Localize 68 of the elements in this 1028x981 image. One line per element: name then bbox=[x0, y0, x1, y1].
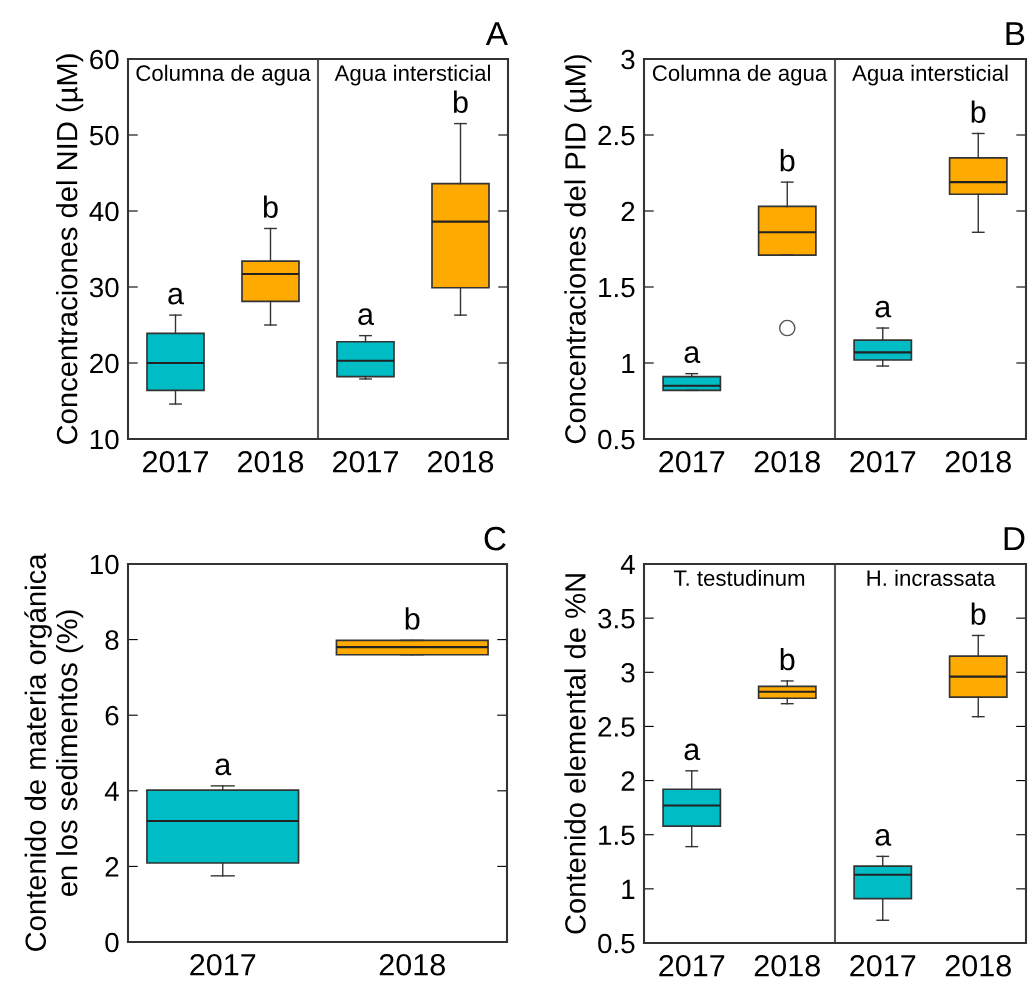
annotation: a bbox=[168, 287, 184, 305]
x-tick-label: 2017 bbox=[190, 953, 256, 976]
chart-title: D bbox=[1004, 527, 1025, 551]
y-tick-label: 4 bbox=[104, 781, 119, 801]
annotation: b bbox=[971, 602, 986, 625]
x-tick-label: 2018 bbox=[238, 450, 304, 473]
chart-title: C bbox=[484, 526, 506, 551]
annotation: T. testudinum bbox=[673, 569, 805, 587]
y-axis-title: Contenido elemental de %N bbox=[564, 574, 586, 934]
annotation: b bbox=[263, 195, 278, 218]
annotation: a bbox=[215, 758, 232, 776]
y-tick-label: 0.5 bbox=[598, 933, 635, 954]
x-tick-label: 2018 bbox=[754, 954, 820, 977]
y-axis-title: Contenido de materia orgánica en los sedimentos (%) bbox=[24, 553, 84, 951]
annotation: a bbox=[875, 829, 892, 846]
x-tick-label: 2017 bbox=[333, 450, 398, 473]
y-tick-label: 1 bbox=[622, 353, 635, 374]
y-tick-label: 3.5 bbox=[598, 608, 635, 629]
annotation: b bbox=[405, 607, 420, 630]
annotation: b bbox=[780, 647, 795, 671]
y-tick-label: 2 bbox=[621, 771, 635, 791]
x-tick-label: 2017 bbox=[143, 450, 208, 473]
y-tick-label: 0 bbox=[105, 932, 119, 953]
y-tick-label: 1 bbox=[622, 879, 635, 899]
y-tick-label: 4 bbox=[620, 554, 635, 575]
y-tick-label: 2.5 bbox=[598, 717, 635, 737]
annotation: a bbox=[684, 346, 701, 364]
annotation: Agua intersticial bbox=[334, 64, 490, 86]
x-tick-label: 2018 bbox=[945, 954, 1011, 977]
x-tick-label: 2018 bbox=[945, 450, 1011, 473]
y-tick-label: 2 bbox=[621, 201, 635, 222]
y-tick-label: 20 bbox=[90, 353, 119, 374]
y-tick-label: 40 bbox=[89, 201, 119, 222]
chart-title: B bbox=[1006, 22, 1025, 46]
y-axis-title: Concentraciones del NID (µM) bbox=[56, 54, 84, 444]
y-tick-label: 60 bbox=[90, 49, 119, 70]
annotation: Agua intersticial bbox=[852, 64, 1008, 86]
x-tick-label: 2018 bbox=[754, 450, 820, 473]
annotation: a bbox=[684, 743, 701, 761]
y-tick-label: 1.5 bbox=[599, 825, 635, 846]
annotation: b bbox=[453, 90, 468, 113]
annotation: Columna de agua bbox=[652, 64, 828, 86]
x-tick-label: 2017 bbox=[850, 954, 916, 977]
y-tick-label: 3 bbox=[621, 49, 635, 70]
y-tick-label: 10 bbox=[90, 554, 119, 575]
annotation: b bbox=[971, 100, 986, 123]
annotation: a bbox=[875, 300, 892, 318]
y-tick-label: 8 bbox=[105, 630, 119, 650]
chart-title: A bbox=[485, 22, 508, 46]
y-tick-label: 50 bbox=[89, 125, 119, 146]
x-tick-label: 2017 bbox=[850, 450, 916, 473]
y-tick-label: 3 bbox=[621, 662, 635, 683]
y-axis-title: Concentraciones del PID (µM) bbox=[564, 55, 592, 444]
y-tick-label: 30 bbox=[89, 277, 119, 298]
y-tick-label: 2 bbox=[105, 857, 119, 877]
annotation: b bbox=[780, 149, 795, 172]
annotation: H. incrassata bbox=[867, 569, 996, 587]
annotation: Columna de agua bbox=[136, 64, 311, 86]
x-tick-label: 2017 bbox=[659, 450, 725, 473]
y-tick-label: 0.5 bbox=[598, 429, 635, 450]
x-tick-label: 2017 bbox=[659, 954, 725, 977]
y-tick-label: 10 bbox=[90, 429, 119, 450]
x-tick-label: 2018 bbox=[428, 450, 494, 473]
y-tick-label: 6 bbox=[105, 705, 119, 726]
y-tick-label: 2.5 bbox=[598, 125, 635, 146]
y-tick-label: 1.5 bbox=[599, 277, 635, 298]
annotation: a bbox=[358, 308, 374, 326]
x-tick-label: 2018 bbox=[379, 953, 445, 976]
